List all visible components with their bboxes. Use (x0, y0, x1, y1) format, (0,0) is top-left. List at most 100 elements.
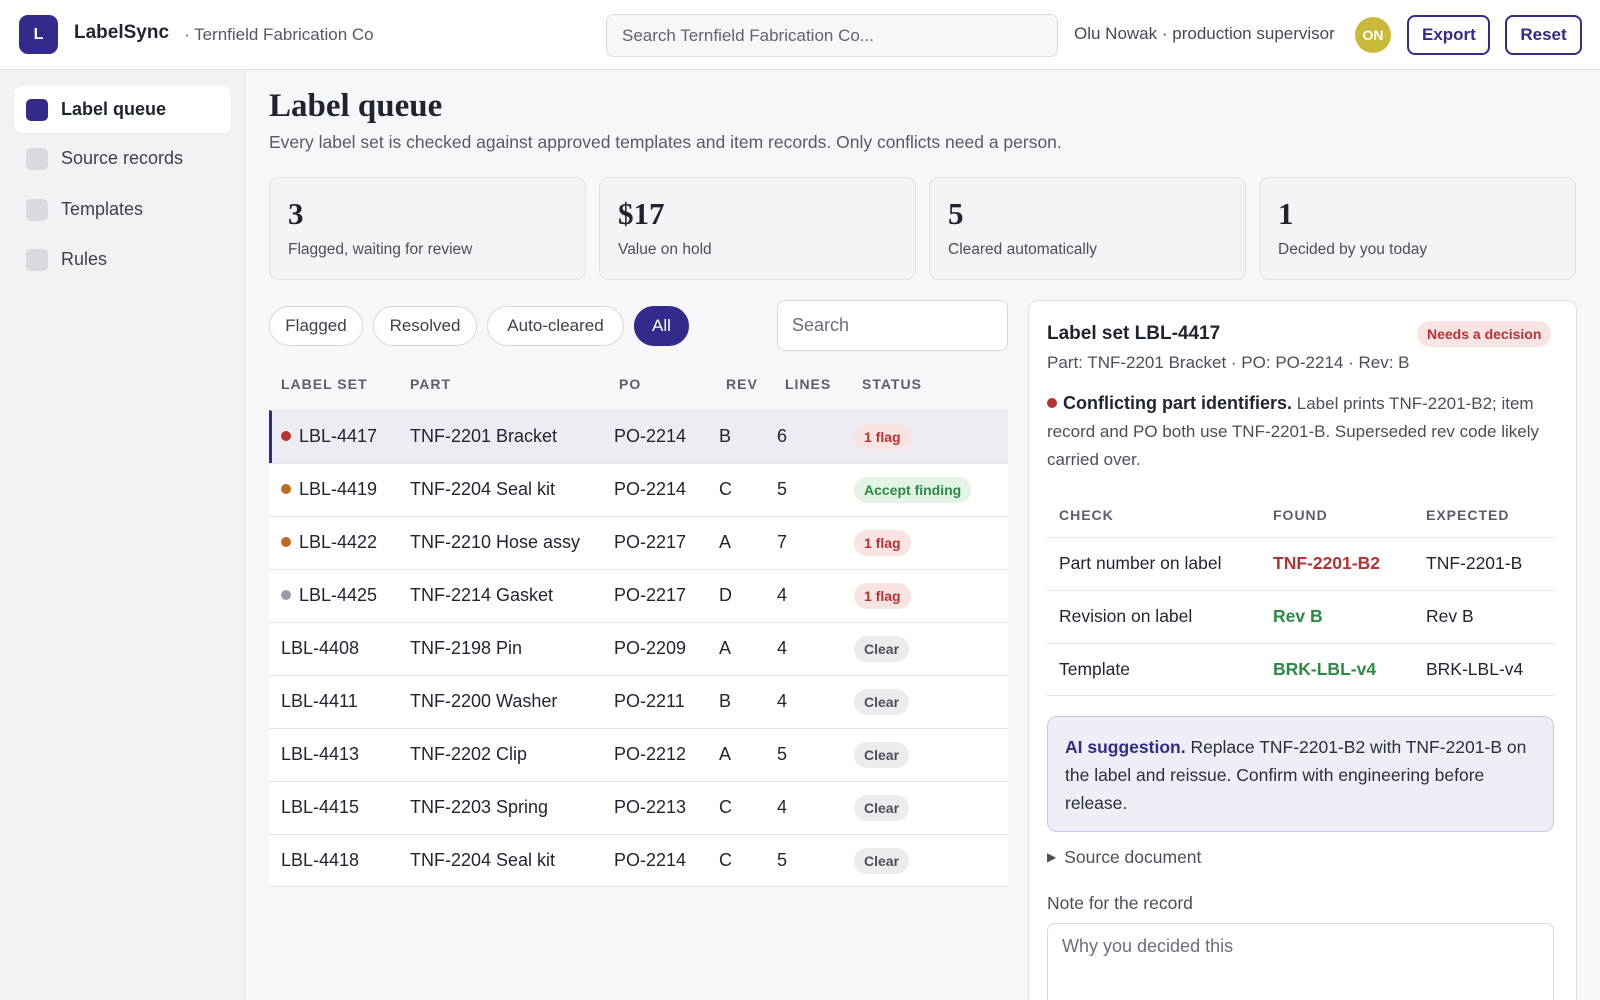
org-name: · Ternfield Fabrication Co (184, 25, 374, 44)
status-dot-icon (281, 431, 291, 441)
label-set-cell: LBL-4413 (281, 744, 360, 764)
label-set-cell: LBL-4422 (281, 532, 377, 553)
checks-table: CHECK FOUND EXPECTED Part number on labe… (1047, 497, 1554, 696)
stat-card-flagged: 3 Flagged, waiting for review (269, 177, 586, 280)
status-badge: Clear (854, 742, 910, 768)
label-set-text: LBL-4425 (299, 585, 378, 605)
filter-auto-cleared[interactable]: Auto-cleared (487, 306, 624, 346)
po-cell: PO-2214 (614, 426, 687, 446)
ai-suggestion-title: AI suggestion. (1065, 737, 1186, 757)
sidebar-item-label: Label queue (61, 99, 167, 119)
rev-cell: D (719, 585, 732, 605)
avatar[interactable]: ON (1355, 17, 1391, 53)
filter-flagged[interactable]: Flagged (269, 306, 363, 346)
source-document-label: Source document (1064, 847, 1202, 867)
lines-cell: 4 (777, 691, 788, 711)
label-table: LABEL SET PART PO REV LINES STATUS LBL-4… (269, 360, 1008, 887)
label-set-cell: LBL-4418 (281, 850, 360, 870)
part-cell: TNF-2214 Gasket (410, 585, 554, 605)
column-header[interactable]: STATUS (862, 376, 922, 392)
status-badge: Needs a decision (1417, 321, 1552, 347)
sidebar-item-templates[interactable]: Templates (14, 186, 231, 233)
stat-card-cleared: 5 Cleared automatically (929, 177, 1246, 280)
stat-card-value-on-hold: $17 Value on hold (599, 177, 916, 280)
stat-value: 1 (1278, 196, 1294, 231)
stat-label: Cleared automatically (948, 241, 1098, 258)
table-row[interactable]: LBL-4425 TNF-2214 Gasket PO-2217 D 4 1 flag (269, 569, 1008, 622)
main-content: Label queue Every label set is checked a… (245, 70, 1600, 1000)
check-name: Template (1059, 659, 1131, 679)
reset-button[interactable]: Reset (1505, 15, 1582, 55)
table-row[interactable]: LBL-4418 TNF-2204 Seal kit PO-2214 C 5 Clear (269, 834, 1008, 887)
note-label: Note for the record (1047, 893, 1193, 913)
lines-cell: 5 (777, 850, 788, 870)
status-badge: Clear (854, 636, 910, 662)
sidebar-item-rules[interactable]: Rules (14, 236, 231, 283)
detail-meta: Part: TNF-2201 Bracket · PO: PO-2214 · R… (1047, 353, 1410, 372)
finding-summary: Conflicting part identifiers. Label prin… (1047, 389, 1547, 474)
stat-value: $17 (618, 196, 665, 231)
check-row: Revision on label Rev B Rev B (1047, 590, 1554, 643)
part-cell: TNF-2198 Pin (410, 638, 523, 658)
sidebar-item-label-queue[interactable]: Label queue (14, 86, 231, 133)
stat-label: Value on hold (618, 241, 712, 258)
column-header[interactable]: PART (410, 376, 452, 392)
sidebar-item-label: Templates (61, 199, 144, 219)
table-row[interactable]: LBL-4408 TNF-2198 Pin PO-2209 A 4 Clear (269, 622, 1008, 675)
stat-label: Flagged, waiting for review (288, 241, 473, 258)
table-row[interactable]: LBL-4415 TNF-2203 Spring PO-2213 C 4 Clear (269, 781, 1008, 834)
label-set-text: LBL-4419 (299, 479, 378, 499)
part-cell: TNF-2202 Clip (410, 744, 528, 764)
lines-cell: 5 (777, 479, 788, 499)
table-row[interactable]: LBL-4413 TNF-2202 Clip PO-2212 A 5 Clear (269, 728, 1008, 781)
table-header: LABEL SET PART PO REV LINES STATUS (269, 360, 1008, 410)
templates-icon (26, 198, 48, 221)
table-row[interactable]: LBL-4419 TNF-2204 Seal kit PO-2214 C 5 Accept… (269, 463, 1008, 516)
column-header[interactable]: LABEL SET (281, 376, 368, 392)
part-cell: TNF-2210 Hose assy (410, 532, 581, 552)
sidebar-item-source-records[interactable]: Source records (14, 135, 231, 182)
po-cell: PO-2217 (614, 532, 687, 552)
po-cell: PO-2209 (614, 638, 687, 658)
check-row: Template BRK-LBL-v4 BRK-LBL-v4 (1047, 643, 1554, 696)
stat-label: Decided by you today (1278, 241, 1428, 258)
check-expected: TNF-2201-B (1426, 553, 1523, 573)
part-cell: TNF-2204 Seal kit (410, 479, 556, 499)
column-header: FOUND (1273, 507, 1328, 523)
status-badge: 1 flag (854, 583, 911, 609)
rev-cell: C (719, 850, 732, 870)
label-set-cell: LBL-4408 (281, 638, 360, 658)
status-dot-icon (281, 484, 291, 494)
column-header[interactable]: PO (619, 376, 642, 392)
global-search-input[interactable] (606, 14, 1058, 57)
filter-all[interactable]: All (634, 306, 689, 346)
label-set-text: LBL-4417 (299, 426, 378, 446)
filter-resolved[interactable]: Resolved (373, 306, 477, 346)
table-row[interactable]: LBL-4422 TNF-2210 Hose assy PO-2217 A 7 1 fla… (269, 516, 1008, 569)
label-set-cell: LBL-4419 (281, 479, 377, 500)
part-cell: TNF-2204 Seal kit (410, 850, 556, 870)
lines-cell: 4 (777, 797, 788, 817)
finding-text: Label prints TNF-2201-B2; item record an… (1047, 394, 1540, 469)
part-cell: TNF-2203 Spring (410, 797, 549, 817)
column-header: EXPECTED (1426, 507, 1510, 523)
label-set-cell: LBL-4425 (281, 585, 377, 606)
lines-cell: 4 (777, 638, 788, 658)
status-badge: 1 flag (854, 424, 911, 450)
table-row[interactable]: LBL-4411 TNF-2200 Washer PO-2211 B 4 Clear (269, 675, 1008, 728)
column-header[interactable]: REV (726, 376, 758, 392)
source-document-toggle[interactable]: ▶ Source document (1047, 847, 1201, 868)
export-button[interactable]: Export (1407, 15, 1490, 55)
status-badge: 1 flag (854, 530, 911, 556)
po-cell: PO-2214 (614, 479, 687, 499)
label-set-cell: LBL-4415 (281, 797, 360, 817)
note-field[interactable] (1047, 923, 1554, 1000)
lines-cell: 5 (777, 744, 788, 764)
column-header[interactable]: LINES (785, 376, 832, 392)
app-logo[interactable]: L (19, 15, 58, 54)
table-search-input[interactable] (777, 300, 1008, 351)
ai-suggestion-text: Replace TNF-2201-B2 with TNF-2201-B on t… (1065, 737, 1527, 813)
table-row[interactable]: LBL-4417 TNF-2201 Bracket PO-2214 B 6 1 flag (269, 410, 1008, 463)
page-title: Label queue (269, 88, 443, 124)
status-badge: Clear (854, 795, 910, 821)
